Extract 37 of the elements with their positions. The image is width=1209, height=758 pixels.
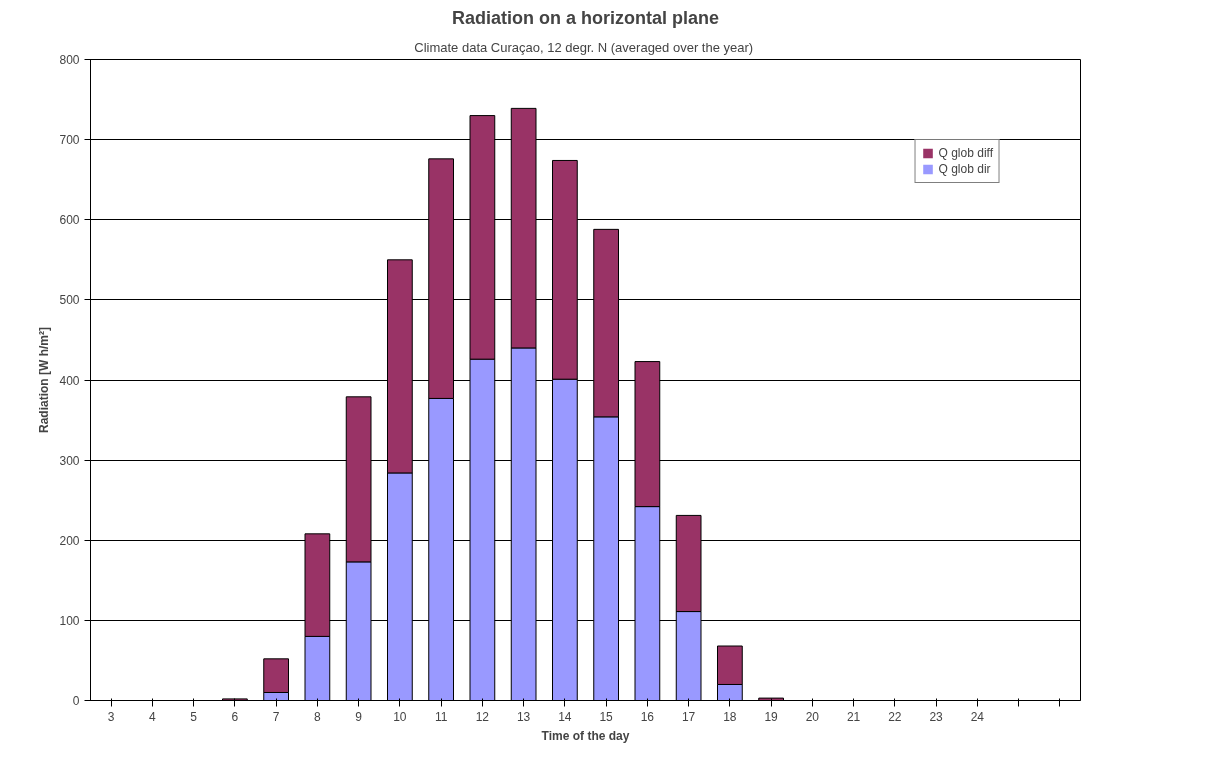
y-tick-label: 400 [59,373,80,388]
x-tick-label: 4 [149,709,157,724]
x-tick-label: 22 [888,709,902,724]
x-tick-label: 16 [640,709,655,724]
x-tick-label: 5 [190,709,198,724]
x-tick-label: 14 [558,709,572,724]
x-tick-label: 20 [805,709,820,724]
x-tick-label: 24 [970,709,985,724]
x-tick-label: 11 [434,709,448,724]
y-tick-label: 200 [59,533,80,548]
y-tick-label: 500 [59,293,80,308]
chart-subtitle: Climate data Curaçao, 12 degr. N (averaged over the year) [414,39,754,55]
legend-label: Q glob dir [938,162,991,176]
x-tick-label: 19 [764,709,779,724]
y-tick-label: 600 [59,213,80,228]
x-tick-label: 13 [516,709,531,724]
x-tick-label: 12 [475,709,490,724]
x-tick-label: 6 [231,709,239,724]
x-tick-label: 8 [314,709,322,724]
x-tick-label: 23 [929,709,944,724]
legend-label: Q glob diff [938,146,993,160]
x-tick-label: 3 [107,709,115,724]
y-tick-label: 0 [72,694,80,708]
x-axis-title: Time of the day [541,728,630,743]
x-tick-label: 10 [393,709,407,724]
y-tick-label: 300 [59,453,80,468]
x-tick-label: 21 [846,709,861,724]
x-tick-label: 9 [355,709,363,724]
x-tick-label: 18 [723,709,737,724]
y-axis-title: Radiation [W h/m²] [37,327,52,433]
x-tick-label: 17 [681,709,696,724]
chart-title: Radiation on a horizontal plane [451,7,720,28]
x-tick-label: 15 [599,709,614,724]
y-tick-label: 700 [59,133,80,148]
x-tick-label: 7 [272,709,280,724]
y-tick-label: 100 [59,613,80,628]
y-tick-label: 800 [59,53,80,67]
